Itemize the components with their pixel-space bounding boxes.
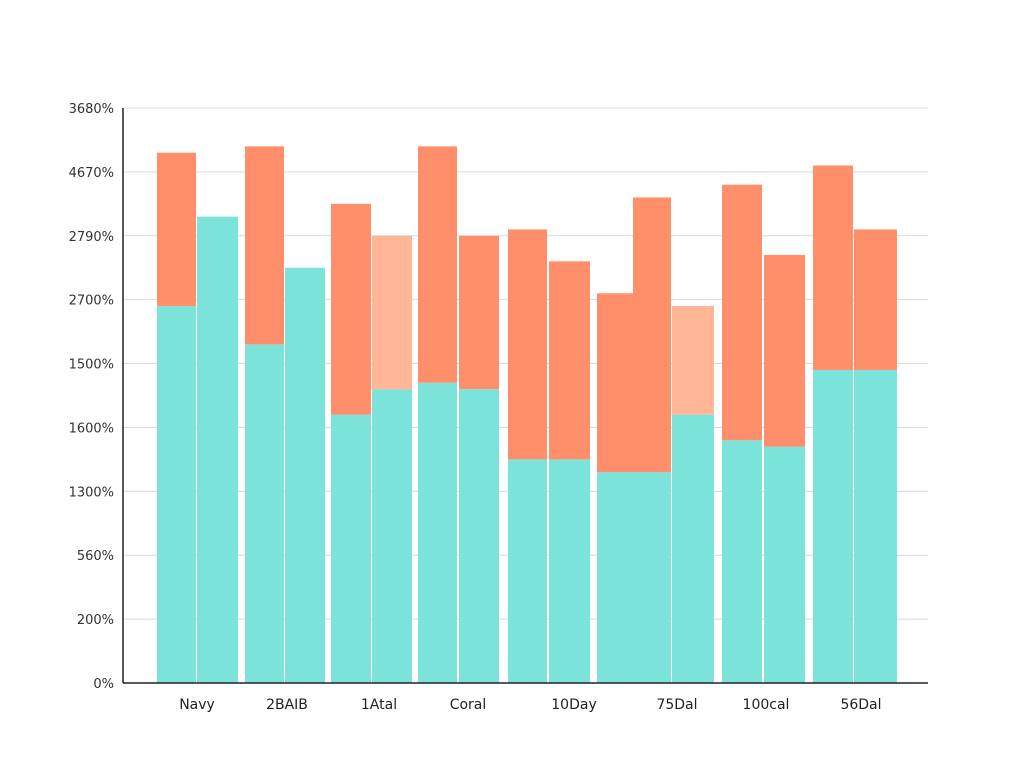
- x-category-label: 75Dal: [656, 697, 697, 713]
- bar-lower-segment: [418, 382, 457, 683]
- y-tick-label: 2790%: [69, 230, 114, 245]
- y-tick-label: 3680%: [69, 102, 114, 117]
- x-category-label: 2BAIB: [266, 697, 308, 713]
- bar-lower-segment: [549, 459, 590, 683]
- x-axis-category-labels: Navy 2BAIB 1Atal Coral 10Day 75Dal 100cal 56Dal: [179, 697, 881, 713]
- bar-upper-segment: [418, 146, 457, 383]
- y-tick-label: 560%: [77, 549, 114, 564]
- bar-upper-segment: [672, 306, 714, 415]
- bar-lower-segment: [722, 440, 762, 683]
- bars: [157, 146, 897, 683]
- bar-lower-segment: [459, 389, 499, 683]
- bar-upper-segment: [245, 146, 284, 345]
- y-tick-label: 200%: [77, 613, 114, 628]
- bar-lower-segment: [197, 216, 238, 683]
- y-axis-tick-labels: 0% 200% 560% 1300% 1600% 1500% 2700% 2790% 4670%…: [69, 102, 114, 692]
- bar-lower-segment: [813, 369, 853, 683]
- bar-upper-segment: [508, 229, 547, 460]
- bar-lower-segment: [633, 472, 671, 683]
- bar-lower-segment: [854, 369, 897, 683]
- bar-upper-segment: [549, 261, 590, 460]
- bar-lower-segment: [245, 344, 284, 683]
- bar-lower-segment: [597, 472, 633, 683]
- bar-upper-segment: [372, 235, 412, 390]
- bar-upper-segment: [854, 229, 897, 370]
- y-tick-label: 1500%: [69, 358, 114, 373]
- bar-upper-segment: [764, 254, 805, 447]
- y-tick-label: 2700%: [69, 294, 114, 309]
- x-category-label: 56Dal: [840, 697, 881, 713]
- y-tick-label: 1600%: [69, 421, 114, 436]
- bar-upper-segment: [597, 293, 633, 473]
- bar-upper-segment: [459, 235, 499, 390]
- x-category-label: 100cal: [743, 697, 790, 713]
- x-category-label: Navy: [179, 697, 215, 713]
- x-category-label: 10Day: [551, 697, 596, 713]
- bar-upper-segment: [722, 184, 762, 441]
- bar-upper-segment: [633, 197, 671, 473]
- y-tick-label: 0%: [93, 677, 114, 692]
- axes: [122, 108, 928, 684]
- bar-upper-segment: [813, 165, 853, 370]
- y-tick-label: 1300%: [69, 485, 114, 500]
- bar-lower-segment: [285, 267, 325, 683]
- bar-lower-segment: [157, 306, 196, 683]
- bar-upper-segment: [157, 152, 196, 307]
- x-category-label: 1Atal: [361, 697, 397, 713]
- bar-lower-segment: [672, 414, 714, 683]
- bar-lower-segment: [372, 389, 412, 683]
- y-tick-label: 4670%: [69, 166, 114, 181]
- x-category-label: Coral: [450, 697, 487, 713]
- bar-upper-segment: [331, 203, 371, 415]
- bar-lower-segment: [508, 459, 547, 683]
- bar-lower-segment: [331, 414, 371, 683]
- bar-lower-segment: [764, 446, 805, 683]
